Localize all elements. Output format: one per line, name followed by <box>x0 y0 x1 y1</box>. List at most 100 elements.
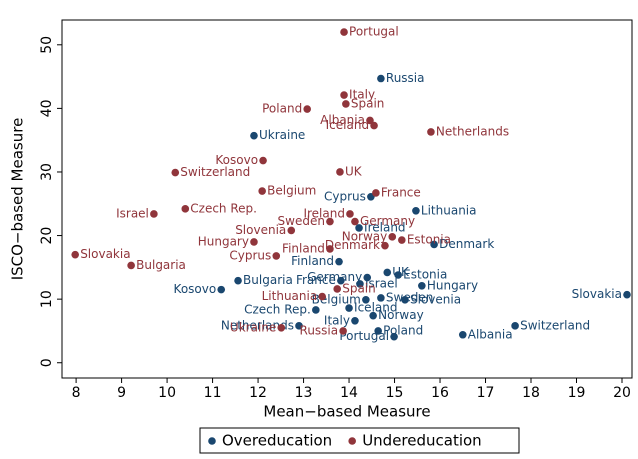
point-label: Lithuania <box>262 289 318 303</box>
point-label: Russia <box>386 71 425 85</box>
point <box>383 268 392 277</box>
point <box>259 156 267 165</box>
y-tick-label: 30 <box>39 163 55 181</box>
point-label: Portugal <box>349 25 399 39</box>
legend-label: Undereducation <box>362 432 482 450</box>
point-label: Finland <box>291 254 334 268</box>
point-label: Israel <box>116 206 149 220</box>
point-label: Netherlands <box>436 124 509 138</box>
point <box>335 257 343 266</box>
point-label: Iceland <box>354 301 397 315</box>
point-label: Kosovo <box>174 282 217 296</box>
legend-label: Overeducation <box>222 432 332 450</box>
point-label: Cyprus <box>324 189 366 203</box>
x-tick-label: 20 <box>613 385 631 401</box>
y-tick-label: 50 <box>39 36 55 54</box>
point-label: UK <box>345 164 363 178</box>
point-label: Hungary <box>198 234 249 248</box>
point-label: Finland <box>282 241 325 255</box>
point <box>181 205 190 213</box>
point <box>127 261 135 270</box>
point-label: Germany <box>360 214 415 228</box>
point <box>370 121 378 130</box>
point-label: Belgium <box>267 184 316 198</box>
point-label: Albania <box>320 113 365 127</box>
point <box>363 273 372 282</box>
point <box>356 280 364 288</box>
point <box>71 250 79 259</box>
point <box>390 332 398 341</box>
point <box>458 330 467 339</box>
point <box>388 233 397 241</box>
point-label: Estonia <box>403 267 447 281</box>
point-label: France <box>381 185 421 199</box>
point <box>351 217 359 226</box>
point-label: Denmark <box>439 237 494 251</box>
point <box>340 91 348 99</box>
point-label: Albania <box>468 327 513 341</box>
point-label: Iceland <box>326 118 369 132</box>
point <box>250 131 258 140</box>
point-label: UK <box>392 265 410 279</box>
point-label: Russia <box>300 323 339 337</box>
point-label: Cyprus <box>229 248 271 262</box>
point-label: Ireland <box>364 220 406 234</box>
legend-marker <box>208 437 216 445</box>
point-label: Switzerland <box>180 165 250 179</box>
point <box>372 189 380 197</box>
point <box>398 236 406 244</box>
point <box>336 168 344 176</box>
point-label: Poland <box>383 323 423 337</box>
x-tick-label: 13 <box>295 385 313 401</box>
y-axis-title: ISCO−based Measure <box>9 118 27 281</box>
point <box>401 295 409 304</box>
point-label: Bulgaria <box>243 273 293 287</box>
point-label: Netherlands <box>221 318 294 332</box>
y-tick-label: 0 <box>39 358 55 367</box>
legend-box <box>199 427 520 454</box>
point <box>326 217 334 226</box>
point-label: Hungary <box>427 278 478 292</box>
point <box>412 206 420 215</box>
point <box>277 323 286 332</box>
point <box>234 276 242 285</box>
point-label: Sweden <box>386 290 433 304</box>
point <box>377 74 385 83</box>
point-label: Czech Rep. <box>244 302 311 316</box>
point <box>339 327 347 335</box>
point <box>258 187 266 195</box>
point-label: Poland <box>262 102 302 116</box>
point-label: Bulgaria <box>136 258 186 272</box>
point-label: Italy <box>324 313 350 327</box>
point <box>150 210 158 218</box>
x-tick-label: 17 <box>477 385 495 401</box>
point <box>377 294 385 302</box>
y-tick-label: 10 <box>39 290 55 308</box>
point-label: Denmark <box>325 238 380 252</box>
point <box>312 306 320 314</box>
x-tick-label: 8 <box>72 385 81 401</box>
point <box>374 327 382 335</box>
point <box>342 100 350 108</box>
point-label: Germany <box>307 270 362 284</box>
x-tick-label: 16 <box>431 385 449 401</box>
point <box>369 311 377 320</box>
point <box>362 295 370 304</box>
x-tick-label: 19 <box>568 385 586 401</box>
point <box>217 285 226 294</box>
y-tick-label: 20 <box>39 227 55 245</box>
x-tick-label: 9 <box>117 385 126 401</box>
point <box>511 322 519 330</box>
point <box>272 252 281 260</box>
point-label: Sweden <box>278 214 325 228</box>
point-label: Estonia <box>407 233 451 247</box>
point-label: Kosovo <box>215 153 258 167</box>
point <box>394 271 402 279</box>
point <box>340 28 348 36</box>
point <box>295 322 303 330</box>
point <box>381 241 389 250</box>
point-label: Ukraine <box>259 128 305 142</box>
point <box>333 285 342 293</box>
point-label: Norway <box>378 308 424 322</box>
